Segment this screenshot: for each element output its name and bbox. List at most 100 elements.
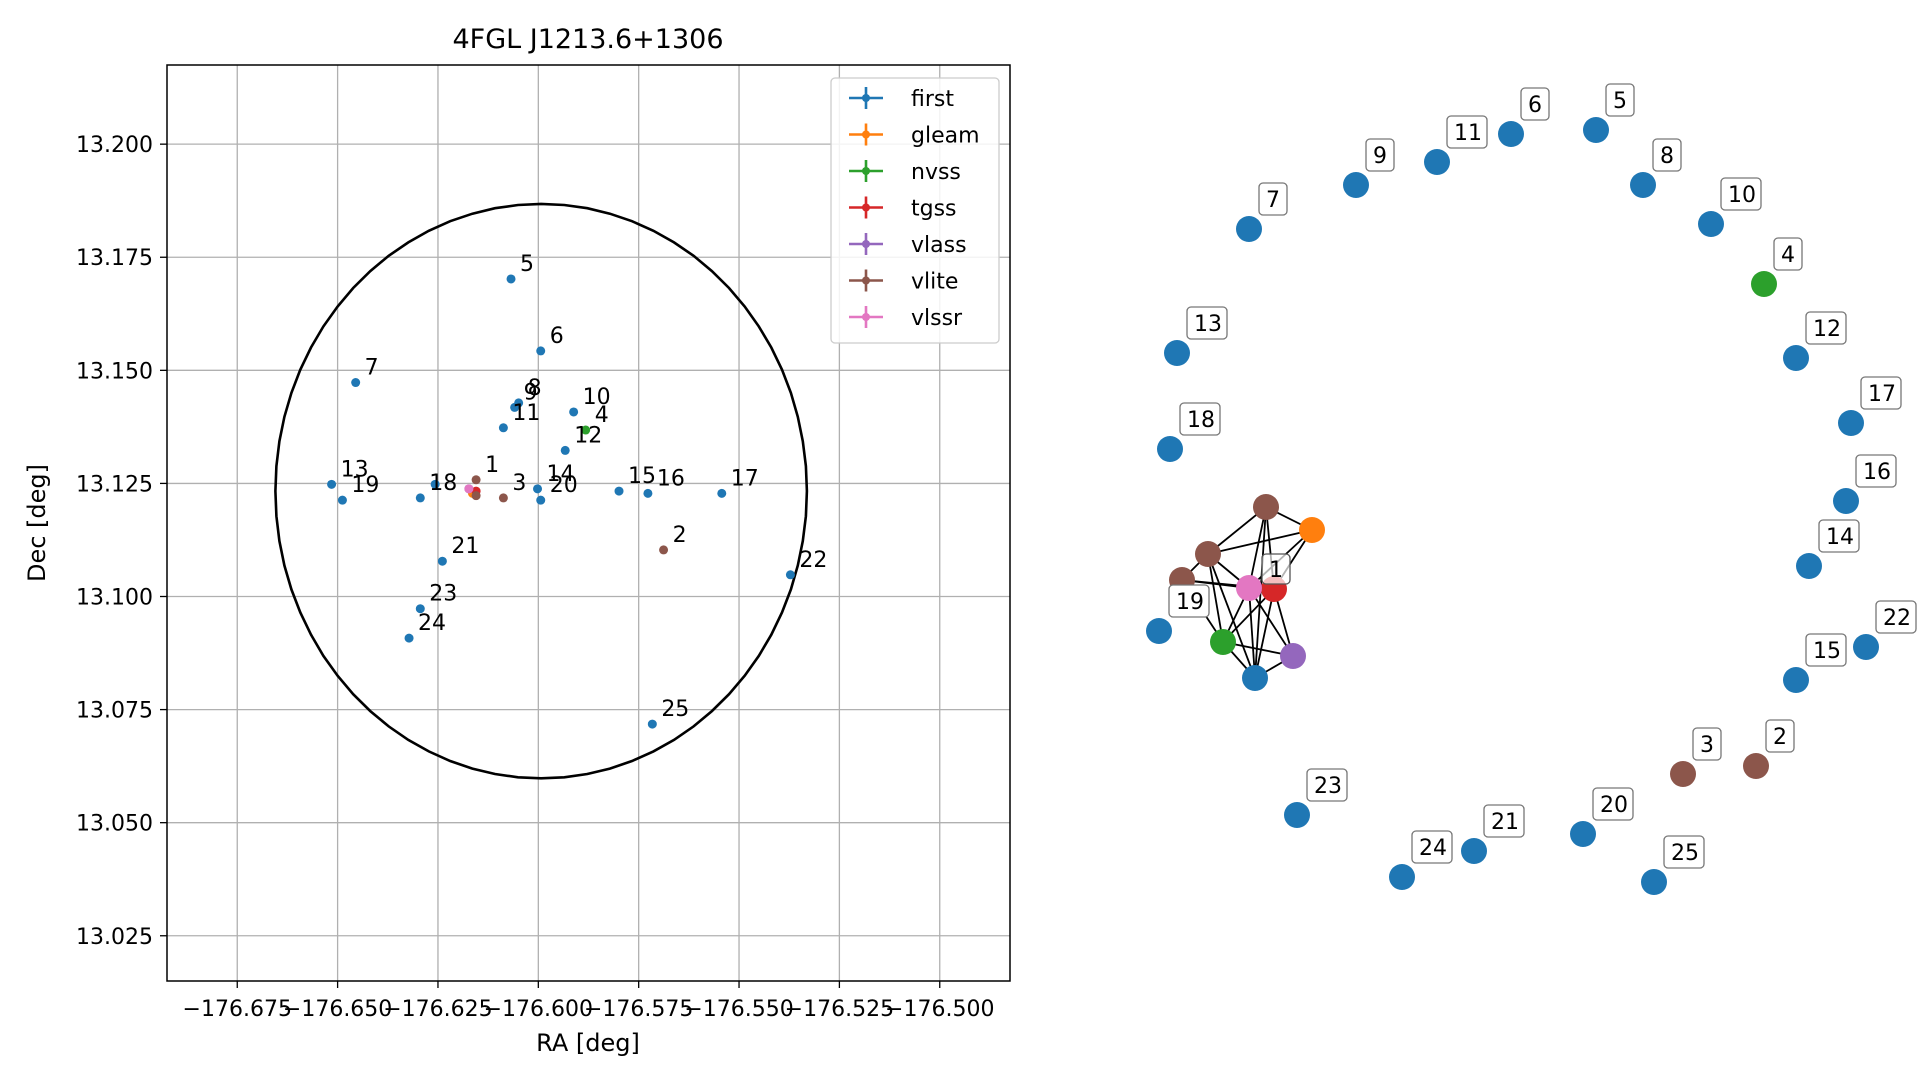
cluster-edge <box>1207 529 1313 555</box>
legend: first gleam nvss tgss vlass vlite vlssr <box>830 77 1000 344</box>
node-label: 19 <box>1176 590 1204 615</box>
plot-frame <box>166 64 1011 982</box>
cluster-edge <box>1248 506 1267 589</box>
x-tick-label: −176.525 <box>785 997 894 1022</box>
legend-box <box>830 77 1000 344</box>
point-first <box>327 479 337 489</box>
node-label-box <box>1663 835 1705 869</box>
graph-node <box>1157 436 1183 462</box>
legend-dot-vlite <box>862 276 870 285</box>
graph-node <box>1783 667 1809 693</box>
node-label-box <box>1186 306 1228 340</box>
y-tick-label: 13.025 <box>76 925 153 950</box>
point-nvss <box>581 425 591 435</box>
point-label: 18 <box>429 471 457 496</box>
x-tick-label: −176.550 <box>684 997 793 1022</box>
node-label: 15 <box>1813 639 1841 664</box>
node-label: 13 <box>1194 312 1222 337</box>
graph-node <box>1570 821 1596 847</box>
point-label: 5 <box>520 252 534 277</box>
node-label-box <box>1773 237 1803 271</box>
x-tick-label: −176.650 <box>283 997 392 1022</box>
node-label: 10 <box>1728 183 1756 208</box>
cluster-edge <box>1248 587 1294 657</box>
node-label: 22 <box>1883 606 1911 631</box>
node-label: 11 <box>1454 121 1482 146</box>
cluster-label: 1 <box>1269 558 1283 583</box>
point-first <box>533 484 543 494</box>
node-label: 20 <box>1600 793 1628 818</box>
legend-dot-nvss <box>862 167 870 175</box>
node-label: 5 <box>1613 89 1627 114</box>
cluster-edge <box>1207 553 1256 679</box>
legend-dot-vlass <box>862 240 870 248</box>
node-label-box <box>1720 177 1762 211</box>
node-label: 7 <box>1266 188 1280 213</box>
point-vlite <box>471 491 481 501</box>
point-label: 19 <box>351 473 379 498</box>
graph-node <box>1796 553 1822 579</box>
node-label: 9 <box>1373 144 1387 169</box>
point-first <box>506 274 516 284</box>
point-label: 24 <box>418 611 446 636</box>
legend-label: vlssr <box>911 306 963 331</box>
node-label: 24 <box>1419 836 1447 861</box>
point-label: 2 <box>673 523 687 548</box>
point-label: 25 <box>661 697 689 722</box>
point-label: 8 <box>528 376 542 401</box>
y-tick-label: 13.050 <box>76 812 153 837</box>
point-label: 4 <box>595 403 609 428</box>
graph-node <box>1783 345 1809 371</box>
point-vlite <box>498 493 508 503</box>
point-label: 7 <box>365 356 379 381</box>
x-tick-label: −176.575 <box>584 997 693 1022</box>
node-label: 4 <box>1781 243 1795 268</box>
point-label: 15 <box>628 464 656 489</box>
legend-dot-vlssr <box>862 313 870 321</box>
graph-node <box>1698 211 1724 237</box>
y-axis-ticks: 13.025 13.050 13.075 13.100 13.125 13.150 13.1… <box>76 133 167 950</box>
graph-node <box>1641 869 1667 895</box>
node-label: 14 <box>1826 525 1854 550</box>
legend-label: nvss <box>911 160 961 185</box>
graph-node <box>1670 761 1696 787</box>
point-first <box>647 719 657 729</box>
point-first <box>404 633 414 643</box>
x-tick-label: −176.600 <box>484 997 593 1022</box>
node-label: 16 <box>1863 460 1891 485</box>
cluster-node-gleam <box>1299 517 1325 543</box>
legend-label: vlite <box>911 270 958 295</box>
node-label: 12 <box>1813 317 1841 342</box>
graph-node <box>1424 149 1450 175</box>
point-first <box>498 423 508 433</box>
point-label: 23 <box>429 582 457 607</box>
point-first <box>351 378 361 388</box>
node-label-box <box>1652 138 1682 172</box>
y-tick-label: 13.075 <box>76 699 153 724</box>
node-label-box <box>1168 584 1210 618</box>
node-label: 21 <box>1491 810 1519 835</box>
point-first <box>415 604 425 614</box>
point-first <box>785 570 795 580</box>
point-first <box>510 402 520 412</box>
point-label: 10 <box>583 385 611 410</box>
graph-node <box>1164 340 1190 366</box>
point-first <box>536 346 546 356</box>
graph-node <box>1343 172 1369 198</box>
cluster-edge <box>1254 588 1275 679</box>
node-label-box <box>1411 830 1453 864</box>
y-axis-label: Dec [deg] <box>23 464 51 582</box>
node-label-box <box>1179 402 1221 436</box>
cluster-node-vlssr <box>1236 575 1262 601</box>
graph-node <box>1284 802 1310 828</box>
node-label-box <box>1875 600 1917 634</box>
ellipse-outline <box>274 202 809 780</box>
point-first <box>643 488 653 498</box>
y-tick-label: 13.175 <box>76 246 153 271</box>
graph-node <box>1743 753 1769 779</box>
point-first <box>560 445 570 455</box>
x-tick-label: −176.675 <box>183 997 292 1022</box>
legend-dot-gleam <box>862 130 870 139</box>
